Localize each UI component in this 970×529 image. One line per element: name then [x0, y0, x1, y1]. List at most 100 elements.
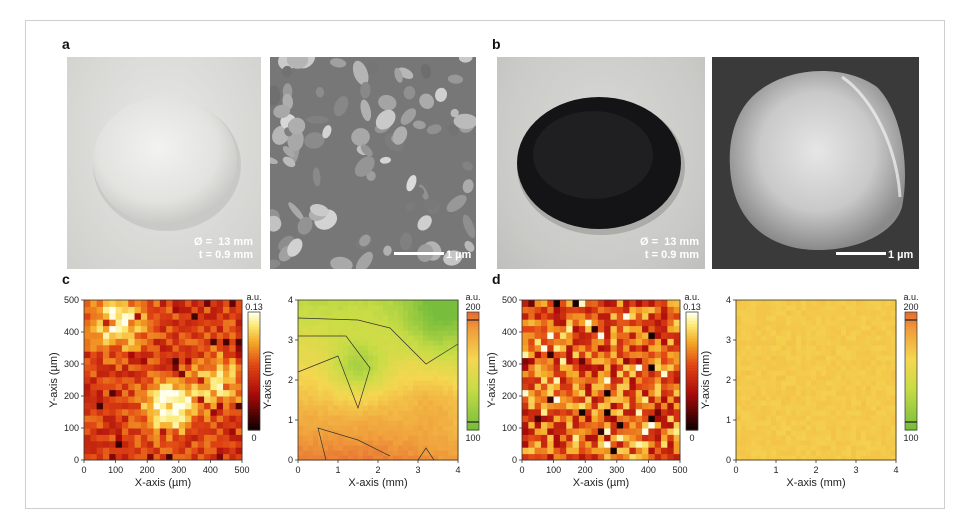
contour-cell	[308, 320, 314, 326]
contour-cell	[781, 440, 787, 446]
heatmap-cell	[616, 415, 624, 423]
contour-cell	[388, 350, 394, 356]
heatmap-cell	[604, 332, 611, 339]
heatmap-cell	[229, 434, 237, 442]
contour-cell	[786, 345, 792, 351]
heatmap-cell	[578, 428, 586, 435]
contour-cell	[388, 305, 394, 311]
heatmap-cell	[185, 364, 192, 371]
heatmap-cell	[96, 402, 104, 410]
contour-cell	[418, 350, 424, 356]
contour-cell	[363, 370, 369, 376]
x-tick-label: 200	[578, 465, 593, 475]
contour-cell	[343, 360, 349, 366]
contour-cell	[791, 320, 797, 326]
heatmap-cell	[235, 447, 243, 455]
heatmap-cell	[642, 325, 649, 333]
contour-cell	[363, 355, 369, 361]
contour-cell	[393, 445, 399, 451]
contour-cell	[821, 420, 827, 426]
heatmap-cell	[197, 312, 205, 320]
contour-cell	[388, 430, 394, 436]
contour-cell	[448, 345, 454, 351]
contour-cell	[413, 410, 419, 416]
contour-cell	[846, 430, 852, 436]
heatmap-cell	[185, 370, 192, 378]
contour-cell	[343, 315, 349, 321]
contour-cell	[871, 390, 877, 396]
contour-cell	[801, 430, 807, 436]
heatmap-cell	[134, 434, 142, 442]
contour-cell	[791, 305, 797, 311]
contour-cell	[806, 315, 812, 321]
contour-cell	[343, 445, 349, 451]
contour-cell	[821, 445, 827, 451]
contour-cell	[403, 310, 409, 316]
contour-cell	[358, 420, 364, 426]
contour-cell	[373, 335, 379, 341]
x-tick-label: 200	[140, 465, 155, 475]
contour-cell	[428, 350, 434, 356]
contour-cell	[363, 310, 369, 316]
heatmap-cell	[84, 428, 91, 435]
contour-cell	[368, 360, 374, 366]
contour-cell	[876, 400, 882, 406]
contour-cell	[871, 405, 877, 411]
heatmap-cell	[604, 319, 611, 327]
heatmap-cell	[591, 428, 599, 435]
heatmap-cell	[147, 351, 155, 359]
colorbar-segment	[467, 323, 479, 328]
y-axis-label: Y-axis (µm)	[486, 352, 498, 407]
heatmap-cell	[566, 421, 574, 429]
contour-cell	[318, 350, 324, 356]
heatmap-cell	[642, 312, 649, 320]
contour-cell	[851, 320, 857, 326]
heatmap-cell	[540, 319, 548, 327]
colorbar	[904, 311, 918, 431]
colorbar-segment	[248, 388, 260, 393]
contour-cell	[781, 315, 787, 321]
heatmap-cell	[534, 383, 542, 391]
y-tick-label: 500	[502, 295, 517, 305]
contour-cell	[308, 440, 314, 446]
contour-cell	[443, 350, 449, 356]
contour-cell	[303, 335, 309, 341]
heatmap-cell	[547, 383, 555, 391]
heatmap-cell	[566, 408, 574, 416]
y-tick-label: 300	[502, 359, 517, 369]
heatmap-cell	[540, 312, 548, 320]
heatmap-cell	[623, 383, 630, 391]
heatmap-cell	[648, 370, 656, 378]
contour-cell	[358, 360, 364, 366]
contour-cell	[881, 380, 887, 386]
contour-cell	[736, 355, 742, 361]
contour-cell	[308, 410, 314, 416]
contour-cell	[876, 360, 882, 366]
colorbar-segment	[686, 421, 698, 425]
heatmap-cell	[528, 402, 536, 410]
heatmap-cell	[229, 306, 237, 314]
contour-cell	[393, 345, 399, 351]
heatmap-cell	[553, 428, 561, 435]
contour-cell	[323, 435, 329, 441]
heatmap-cell	[102, 325, 110, 333]
colorbar-segment	[467, 335, 479, 340]
heatmap-cell	[572, 421, 580, 429]
contour-fill	[298, 300, 459, 461]
contour-cell	[338, 385, 344, 391]
contour-cell	[861, 450, 867, 456]
contour-cell	[393, 330, 399, 336]
heatmap-cell	[140, 364, 148, 371]
contour-cell	[881, 345, 887, 351]
heatmap-cell	[534, 389, 542, 397]
contour-cell	[403, 395, 409, 401]
heatmap-cell	[547, 396, 555, 403]
contour-cell	[408, 335, 414, 341]
heatmap-cell	[172, 389, 180, 397]
contour-cell	[801, 315, 807, 321]
heatmap-cell	[648, 396, 656, 403]
heatmap-cell	[585, 396, 593, 403]
contour-cell	[766, 320, 772, 326]
contour-cell	[816, 300, 822, 306]
heatmap-cell	[128, 383, 136, 391]
